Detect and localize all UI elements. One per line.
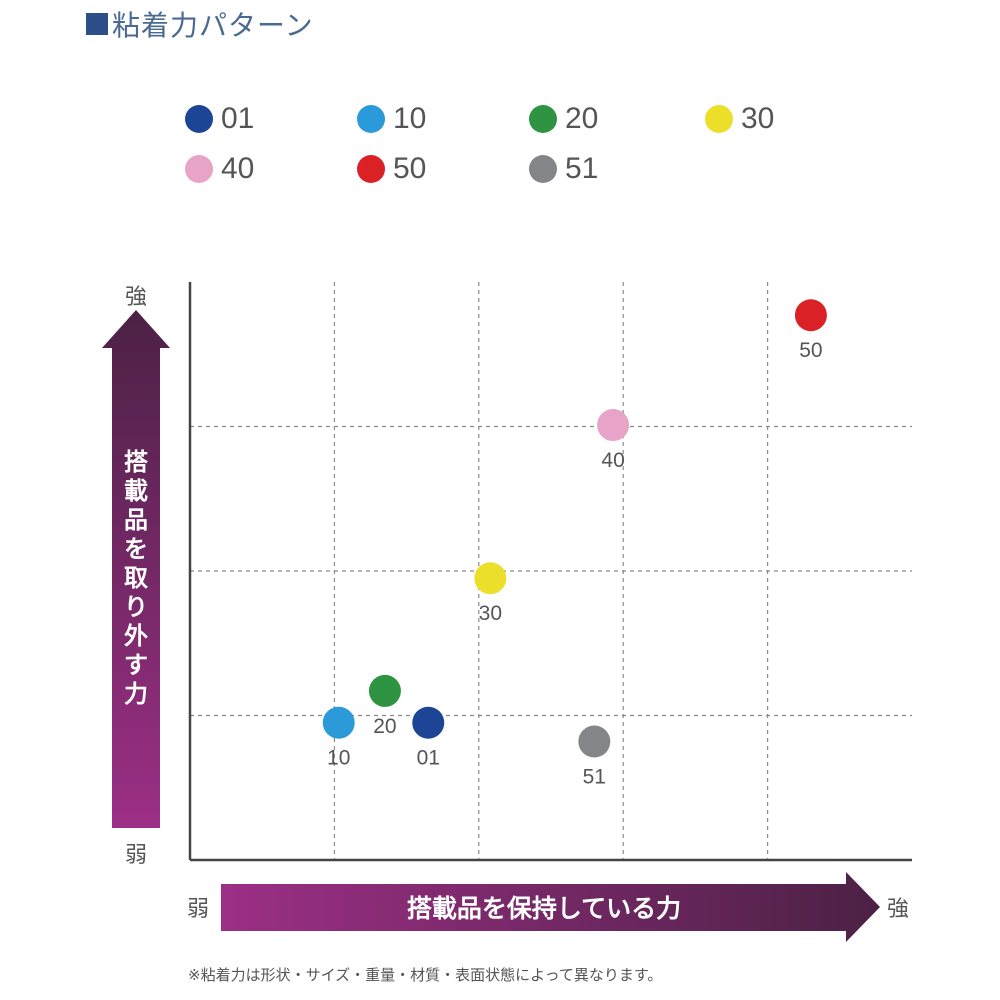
data-label-10: 10 <box>327 747 350 770</box>
legend-item-51: 51 <box>529 152 598 186</box>
x-axis-label: 搭載品を保持している力 <box>407 894 681 923</box>
y-axis-high-label: 強 <box>125 285 147 310</box>
legend-item-20: 20 <box>529 102 598 136</box>
x-axis-arrow <box>221 872 880 942</box>
data-point-30 <box>474 562 507 595</box>
data-point-50 <box>794 299 827 332</box>
legend-label: 51 <box>565 152 599 185</box>
data-label-51: 51 <box>583 766 606 789</box>
legend-dot <box>529 105 557 133</box>
chart-title-text: 粘着力パターン <box>112 9 314 42</box>
data-point-20 <box>368 674 401 707</box>
data-label-40: 40 <box>601 449 624 472</box>
legend-dot <box>705 105 733 133</box>
legend-dot <box>357 155 385 183</box>
data-label-01: 01 <box>417 747 440 770</box>
y-axis-arrow <box>102 310 170 828</box>
legend-label: 30 <box>741 102 775 135</box>
legend-dot <box>185 155 213 183</box>
data-label-30: 30 <box>479 602 502 625</box>
footnote: ※粘着力は形状・サイズ・重量・材質・表面状態によって異なります。 <box>188 966 663 984</box>
legend-label: 01 <box>221 102 255 135</box>
legend-label: 10 <box>393 102 427 135</box>
legend-item-01: 01 <box>185 102 254 136</box>
legend-label: 20 <box>565 102 599 135</box>
chart-title: 粘着力パターン <box>86 4 314 44</box>
legend-dot <box>185 105 213 133</box>
data-point-01 <box>412 706 445 739</box>
legend-item-40: 40 <box>185 152 254 186</box>
x-axis-low-label: 弱 <box>187 897 209 922</box>
legend-dot <box>529 155 557 183</box>
title-square-icon <box>86 13 108 35</box>
legend-item-10: 10 <box>357 102 426 136</box>
data-point-51 <box>578 725 611 758</box>
legend-item-30: 30 <box>705 102 774 136</box>
legend-dot <box>357 105 385 133</box>
legend-label: 50 <box>393 152 427 185</box>
x-axis-high-label: 強 <box>887 897 909 922</box>
y-axis-label: 搭載品を取り外す力 <box>124 448 148 708</box>
data-point-10 <box>322 706 355 739</box>
y-axis-low-label: 弱 <box>125 843 147 868</box>
data-point-40 <box>597 409 630 442</box>
data-label-50: 50 <box>799 339 822 362</box>
data-label-20: 20 <box>373 715 396 738</box>
legend-label: 40 <box>221 152 255 185</box>
legend-item-50: 50 <box>357 152 426 186</box>
